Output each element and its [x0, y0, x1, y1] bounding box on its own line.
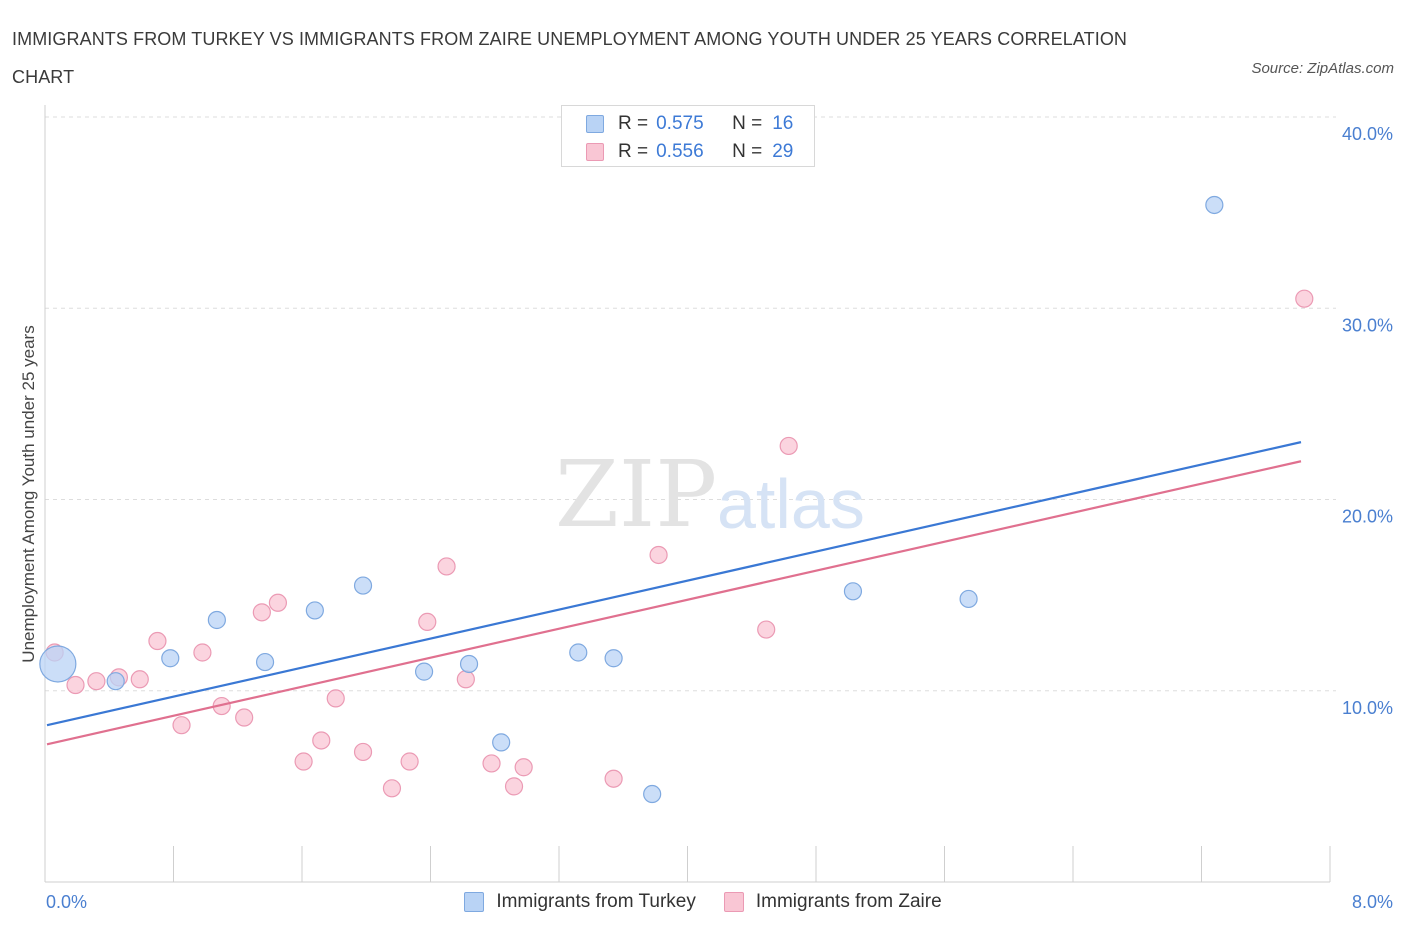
zaire-point — [326, 689, 345, 708]
trend-lines — [46, 441, 1302, 746]
zaire-point — [172, 716, 191, 735]
zaire-point — [514, 758, 533, 777]
y-tick-label: 20.0% — [1342, 507, 1393, 527]
zaire-point — [757, 620, 776, 639]
turkey-point — [414, 662, 434, 681]
n-label: N = — [732, 141, 763, 162]
stats-legend: R = 0.575 N = 16 R = 0.556 N = 29 — [561, 105, 815, 167]
turkey-trend-line — [46, 441, 1302, 727]
r-value: 0.556 — [656, 141, 704, 162]
zaire-point — [235, 708, 254, 727]
turkey-point — [959, 589, 978, 609]
turkey-point — [39, 645, 77, 683]
turkey-point — [492, 733, 511, 752]
n-value: 29 — [772, 141, 794, 162]
zaire-legend-swatch — [723, 892, 744, 912]
zaire-point — [482, 754, 501, 773]
zaire-point — [87, 672, 106, 691]
turkey-point — [255, 652, 275, 672]
zaire-point — [1295, 289, 1314, 308]
zaire-point — [649, 545, 668, 565]
zaire-point — [312, 731, 331, 750]
stats-row-zaire: R = 0.556 N = 29 — [586, 138, 793, 166]
zaire-trend-line — [46, 460, 1302, 746]
y-tick-label: 40.0% — [1342, 124, 1393, 144]
turkey-point — [843, 582, 863, 601]
zaire-swatch — [586, 143, 604, 161]
turkey-point — [604, 649, 623, 668]
zaire-point — [382, 779, 402, 798]
turkey-legend-swatch — [464, 892, 485, 912]
turkey-point — [305, 601, 324, 620]
legend-item-turkey[interactable]: Immigrants from Turkey — [464, 891, 696, 913]
chart-title: IMMIGRANTS FROM TURKEY VS IMMIGRANTS FRO… — [12, 29, 1128, 87]
y-tick-label: 10.0% — [1342, 698, 1393, 718]
y-tick-label: 30.0% — [1342, 315, 1393, 335]
n-value: 16 — [772, 113, 794, 134]
zaire-point — [400, 752, 419, 771]
zaire-point — [252, 603, 271, 622]
stats-row-turkey: R = 0.575 N = 16 — [586, 110, 793, 138]
r-value: 0.575 — [656, 113, 704, 134]
turkey-point — [643, 784, 662, 804]
legend-label-zaire: Immigrants from Zaire — [755, 891, 942, 912]
zaire-point — [66, 675, 85, 695]
turkey-point — [459, 654, 479, 674]
zaire-point — [148, 631, 167, 651]
turkey-point — [161, 649, 180, 668]
zaire-point — [779, 436, 798, 456]
n-label: N = — [732, 113, 763, 134]
turkey-swatch — [586, 115, 604, 133]
turkey-point — [353, 576, 373, 595]
zaire-point — [193, 643, 212, 662]
watermark-atlas: atlas — [717, 465, 865, 543]
legend-item-zaire[interactable]: Immigrants from Zaire — [723, 891, 942, 913]
turkey-point — [207, 610, 226, 630]
zaire-point — [504, 777, 524, 796]
zaire-point — [353, 742, 373, 762]
zaire-point — [456, 670, 475, 689]
gridlines — [45, 116, 1336, 692]
r-label: R = — [618, 141, 649, 162]
y-axis-label: Unemployment Among Youth under 25 years — [19, 325, 38, 662]
watermark: ZIP atlas — [555, 441, 865, 548]
zaire-point — [268, 593, 288, 612]
zaire-point — [294, 752, 313, 771]
zaire-point — [130, 670, 149, 689]
legend-label-turkey: Immigrants from Turkey — [496, 891, 696, 912]
zaire-point — [604, 769, 623, 788]
series-turkey — [39, 195, 1224, 804]
turkey-point — [1205, 195, 1224, 215]
watermark-zip: ZIP — [555, 441, 717, 548]
series-legend: Immigrants from Turkey Immigrants from Z… — [0, 886, 1406, 918]
x-tick-label-min: 0.0% — [46, 892, 87, 912]
x-tick-labels: 0.0% 8.0% — [46, 892, 1393, 912]
r-label: R = — [618, 113, 649, 134]
zaire-point — [437, 557, 456, 576]
y-tick-labels: 10.0% 20.0% 30.0% 40.0% — [1342, 124, 1393, 718]
zaire-point — [418, 612, 437, 632]
x-tick-label-max: 8.0% — [1352, 892, 1393, 912]
turkey-point — [106, 672, 125, 691]
axes — [44, 105, 1331, 883]
turkey-point — [569, 643, 588, 662]
source-label: Source: ZipAtlas.com — [1251, 60, 1394, 77]
